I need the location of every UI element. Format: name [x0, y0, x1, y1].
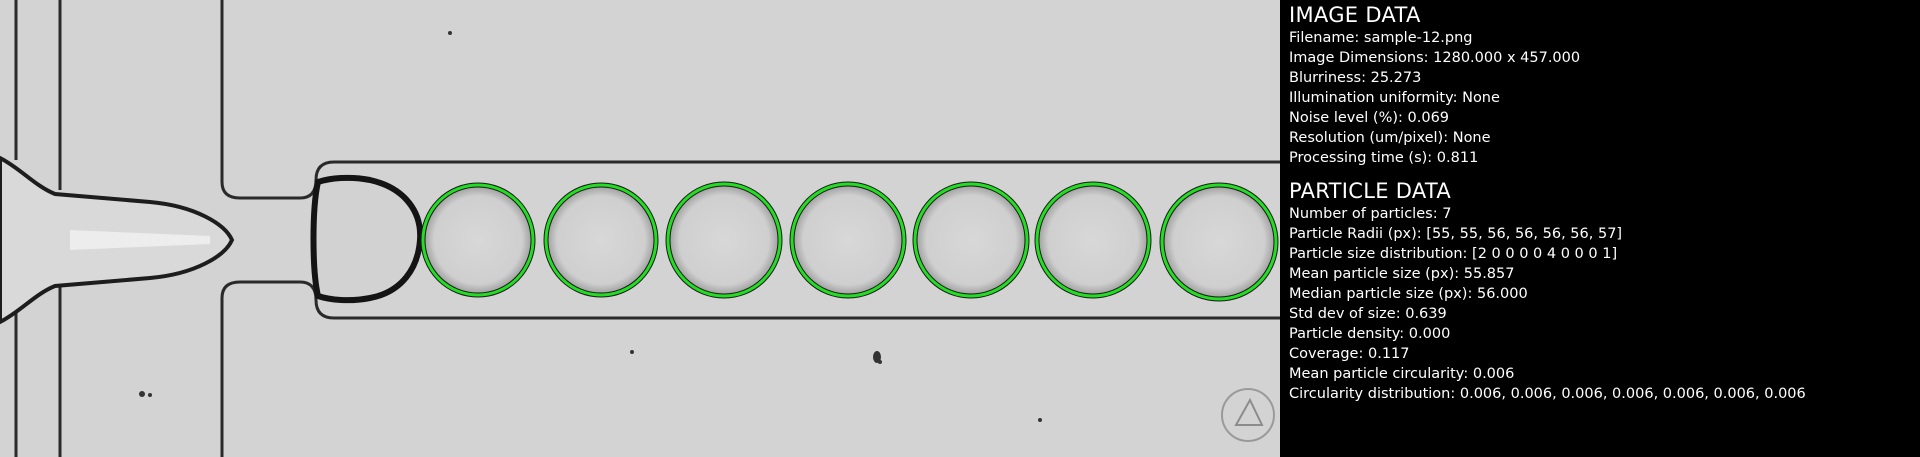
orifice-walls — [220, 0, 1280, 457]
particle-radii-row: Particle Radii (px): [55, 55, 56, 56, 56… — [1289, 226, 1623, 242]
resolution-row: Resolution (um/pixel): None — [1289, 130, 1491, 146]
droplets — [420, 181, 1279, 302]
noise-level-row: Noise level (%): 0.069 — [1289, 110, 1450, 126]
image-data-heading: IMAGE DATA — [1289, 3, 1421, 27]
particle-data-heading: PARTICLE DATA — [1289, 179, 1452, 203]
detection-circle — [913, 182, 1029, 298]
particle-density-row: Particle density: 0.000 — [1289, 326, 1451, 342]
mean-circularity-row: Mean particle circularity: 0.006 — [1289, 366, 1515, 382]
coverage-row: Coverage: 0.117 — [1289, 346, 1410, 362]
detection-circle — [1160, 183, 1278, 301]
leading-droplet — [310, 174, 424, 304]
inlet-channel-walls — [14, 0, 62, 457]
detection-circle — [1035, 182, 1151, 298]
particle-data-section: PARTICLE DATA Number of particles: 7 Par… — [1289, 178, 1920, 404]
results-panel: IMAGE DATA Filename: sample-12.png Image… — [1280, 0, 1920, 457]
image-data-section: IMAGE DATA Filename: sample-12.png Image… — [1289, 2, 1920, 168]
droplet — [420, 182, 536, 298]
detection-circle — [544, 183, 658, 297]
droplet — [1034, 181, 1152, 299]
size-distribution-row: Particle size distribution: [2 0 0 0 0 4… — [1289, 246, 1618, 262]
filename-row: Filename: sample-12.png — [1289, 30, 1473, 46]
processing-time-row: Processing time (s): 0.811 — [1289, 150, 1479, 166]
droplet — [789, 181, 907, 299]
droplet — [665, 181, 783, 299]
particle-count-row: Number of particles: 7 — [1289, 206, 1452, 222]
image-dimensions-row: Image Dimensions: 1280.000 x 457.000 — [1289, 50, 1581, 66]
microscopy-image — [0, 0, 1280, 457]
debris-specks — [139, 31, 1042, 422]
std-dev-row: Std dev of size: 0.639 — [1289, 306, 1447, 322]
lens-artifact — [1221, 388, 1275, 442]
droplet — [1159, 182, 1279, 302]
illumination-row: Illumination uniformity: None — [1289, 90, 1500, 106]
droplet — [543, 182, 659, 298]
blurriness-row: Blurriness: 25.273 — [1289, 70, 1422, 86]
detection-circle — [666, 182, 782, 298]
median-size-row: Median particle size (px): 56.000 — [1289, 286, 1528, 302]
droplet — [912, 181, 1030, 299]
mean-size-row: Mean particle size (px): 55.857 — [1289, 266, 1515, 282]
detection-circle — [421, 183, 535, 297]
detection-circle — [790, 182, 906, 298]
circularity-distribution-row: Circularity distribution: 0.006, 0.006, … — [1289, 386, 1806, 402]
